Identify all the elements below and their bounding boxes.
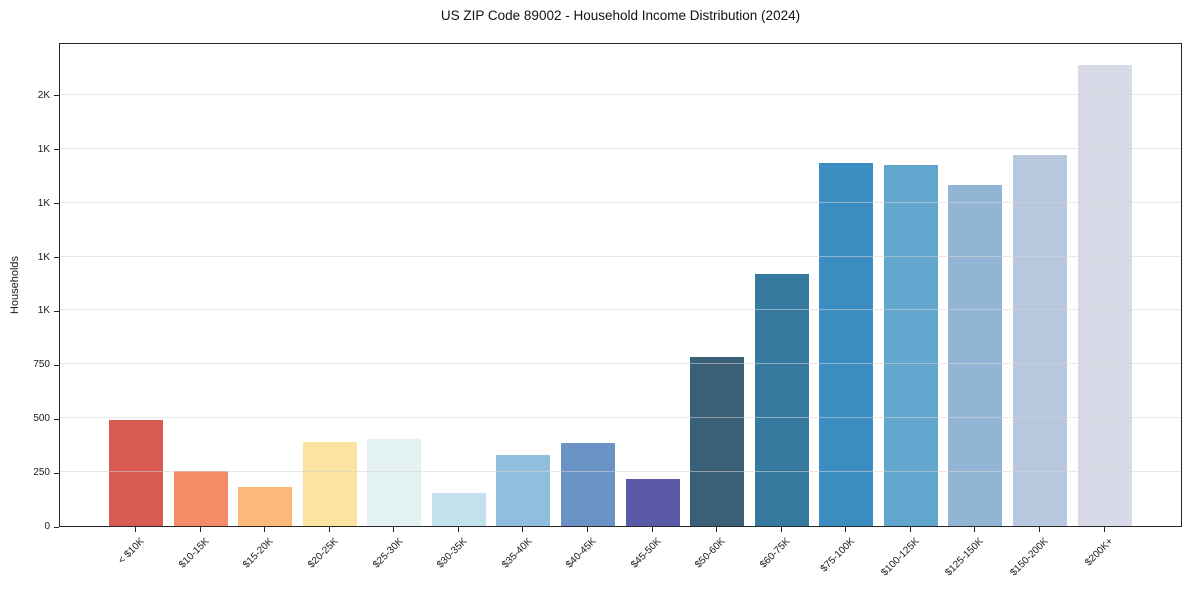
- x-tick-label: $25-30K: [370, 536, 406, 571]
- y-tick-mark: [54, 149, 59, 151]
- x-tick-mark: [522, 527, 524, 532]
- y-tick-mark: [54, 310, 59, 312]
- gridline: [60, 471, 1181, 473]
- x-tick-mark: [716, 527, 718, 532]
- x-tick-label: $60-75K: [757, 536, 793, 571]
- x-tick-label: $40-45K: [564, 536, 599, 571]
- x-tick-mark: [264, 527, 266, 532]
- x-tick-label: $200K+: [1082, 536, 1116, 569]
- x-tick-mark: [845, 527, 847, 532]
- y-tick-label: 2K: [37, 89, 50, 101]
- x-tick-label: $35-40K: [499, 536, 535, 571]
- x-tick-mark: [780, 527, 782, 532]
- y-axis-label: Households: [9, 255, 21, 315]
- x-tick-label: $150-200K: [1008, 536, 1051, 579]
- y-tick-label: 0: [44, 521, 50, 532]
- x-tick-label: $100-125K: [879, 536, 922, 579]
- chart-title: US ZIP Code 89002 - Household Income Dis…: [440, 8, 801, 23]
- x-tick-label: $30-35K: [435, 536, 470, 571]
- bar: [560, 443, 615, 526]
- y-tick-mark: [54, 203, 59, 205]
- x-tick-mark: [1039, 527, 1040, 532]
- y-tick-label: 1K: [37, 197, 50, 209]
- x-tick-mark: [457, 527, 459, 532]
- y-tick-mark: [54, 472, 59, 474]
- x-tick-mark: [135, 527, 136, 532]
- x-tick-mark: [393, 527, 395, 532]
- x-tick-label: $45-50K: [628, 536, 664, 571]
- bar: [496, 454, 551, 526]
- x-tick-label: $20-25K: [305, 536, 341, 571]
- y-tick-label: 500: [33, 413, 50, 425]
- bar: [367, 438, 422, 526]
- x-tick-mark: [1103, 527, 1105, 532]
- x-tick-label: $15-20K: [241, 536, 276, 571]
- x-tick-mark: [199, 527, 201, 532]
- bar: [1077, 64, 1132, 526]
- y-tick-mark: [54, 257, 59, 258]
- bar: [109, 420, 163, 526]
- y-tick-mark: [54, 526, 59, 528]
- y-tick-mark: [54, 95, 59, 97]
- y-tick-label: 1K: [37, 143, 50, 155]
- gridline: [60, 147, 1181, 149]
- x-tick-mark: [587, 527, 588, 532]
- x-tick-mark: [909, 527, 911, 532]
- bar: [883, 164, 938, 526]
- gridline: [60, 201, 1181, 203]
- x-tick-mark: [974, 527, 976, 532]
- bar: [1012, 155, 1067, 526]
- bar: [302, 441, 357, 526]
- bar: [625, 478, 680, 526]
- gridline: [60, 363, 1181, 365]
- bar: [754, 273, 809, 526]
- bar: [690, 356, 745, 526]
- bar: [238, 487, 293, 526]
- x-tick-label: $10-15K: [176, 536, 212, 571]
- x-tick-label: $75-100K: [818, 536, 858, 575]
- y-tick-label: 250: [33, 467, 50, 479]
- gridline: [60, 255, 1181, 257]
- x-tick-label: $50-60K: [693, 536, 728, 571]
- bar: [173, 471, 228, 526]
- bar: [819, 162, 874, 526]
- gridline: [60, 93, 1181, 95]
- y-tick-mark: [54, 364, 59, 366]
- plot-area: [59, 43, 1182, 527]
- x-tick-mark: [328, 527, 330, 532]
- bar: [431, 492, 486, 526]
- y-tick-label: 1K: [37, 251, 50, 263]
- gridline: [60, 417, 1181, 419]
- gridline: [60, 309, 1181, 311]
- x-tick-mark: [651, 527, 653, 532]
- x-tick-label: < $10K: [116, 536, 147, 567]
- x-tick-label: $125-150K: [943, 536, 987, 579]
- bar: [948, 185, 1003, 526]
- y-tick-mark: [54, 418, 59, 420]
- y-tick-label: 1K: [37, 305, 50, 317]
- y-tick-label: 750: [33, 359, 50, 371]
